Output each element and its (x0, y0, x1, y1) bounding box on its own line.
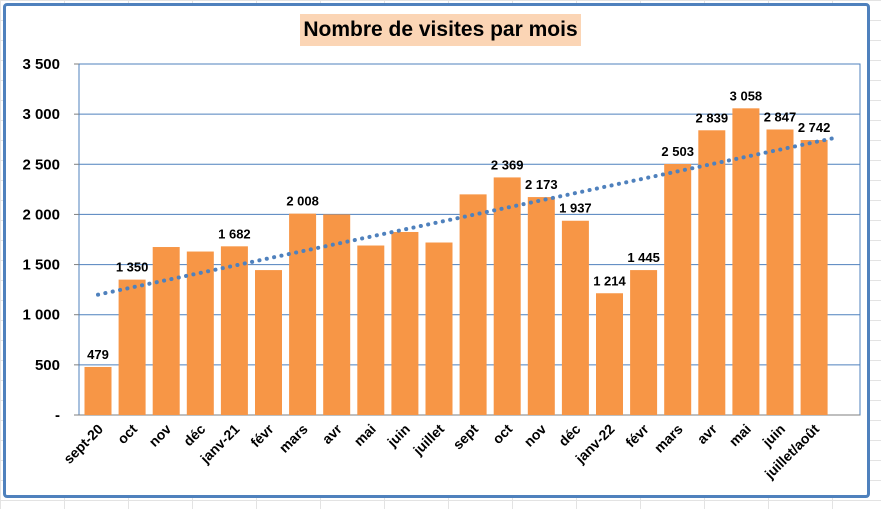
x-tick-label: mai (351, 421, 379, 449)
bar (732, 108, 760, 415)
data-label: 2 839 (696, 110, 729, 125)
bar (220, 246, 248, 415)
chart-title: Nombre de visites par mois (300, 14, 581, 46)
x-tick-label: déc (180, 421, 209, 450)
y-tick-label: 3 500 (22, 56, 60, 73)
x-tick-label: févr (247, 420, 277, 450)
bar (357, 245, 385, 415)
bar (698, 130, 726, 415)
data-label: 1 350 (116, 260, 149, 275)
x-tick-label: févr (622, 420, 652, 450)
data-label: 2 173 (525, 177, 558, 192)
x-tick-label: nov (521, 421, 550, 450)
data-label: 1 937 (559, 201, 592, 216)
y-tick-label: 2 500 (22, 156, 60, 173)
x-tick-label: juillet (409, 421, 447, 459)
bar (493, 177, 521, 415)
x-tick-label: mai (726, 421, 754, 449)
data-label: 1 682 (218, 226, 251, 241)
bar (186, 251, 214, 415)
data-label: 2 847 (764, 109, 797, 124)
x-tick-label: déc (555, 421, 584, 450)
y-tick-label: 2 000 (22, 206, 60, 223)
x-tick-label: sept-20 (60, 421, 106, 467)
bar (425, 242, 453, 415)
x-tick-label: mars (276, 421, 311, 456)
data-label: 2 742 (798, 120, 831, 135)
bar (255, 270, 282, 415)
bar (596, 293, 623, 415)
data-label: 479 (87, 347, 109, 362)
bar (664, 163, 692, 415)
x-tick-label: sept (450, 421, 482, 453)
bar (323, 214, 351, 415)
data-label: 3 058 (730, 88, 763, 103)
bar (766, 129, 794, 415)
data-label: 1 445 (627, 250, 660, 265)
y-tick-label: 1 500 (22, 257, 60, 274)
data-label: 2 503 (661, 144, 694, 159)
bar (527, 197, 555, 415)
x-tick-label: juin (759, 421, 789, 451)
x-tick-label: avr (319, 420, 346, 447)
x-tick-label: oct (114, 421, 140, 447)
x-tick-label: avr (694, 420, 721, 447)
bar (84, 366, 112, 415)
x-tick-label: mars (651, 421, 686, 456)
trendline (96, 135, 841, 297)
data-label: 2 008 (286, 194, 319, 209)
bar (459, 194, 487, 415)
bar (118, 279, 146, 415)
x-tick-label: nov (145, 421, 174, 450)
x-tick-label: oct (489, 421, 515, 447)
y-tick-label: 3 000 (22, 106, 60, 123)
bar (800, 140, 828, 415)
bar (152, 247, 180, 415)
y-tick-label: 500 (35, 357, 60, 374)
bar (561, 220, 589, 415)
data-label: 1 214 (593, 273, 626, 288)
y-tick-label: 1 000 (22, 307, 60, 324)
bar (289, 213, 317, 415)
y-tick-label: - (55, 407, 60, 424)
data-label: 2 369 (491, 157, 524, 172)
bar (391, 231, 419, 415)
bar (630, 270, 658, 415)
x-tick-label: juin (383, 421, 413, 451)
